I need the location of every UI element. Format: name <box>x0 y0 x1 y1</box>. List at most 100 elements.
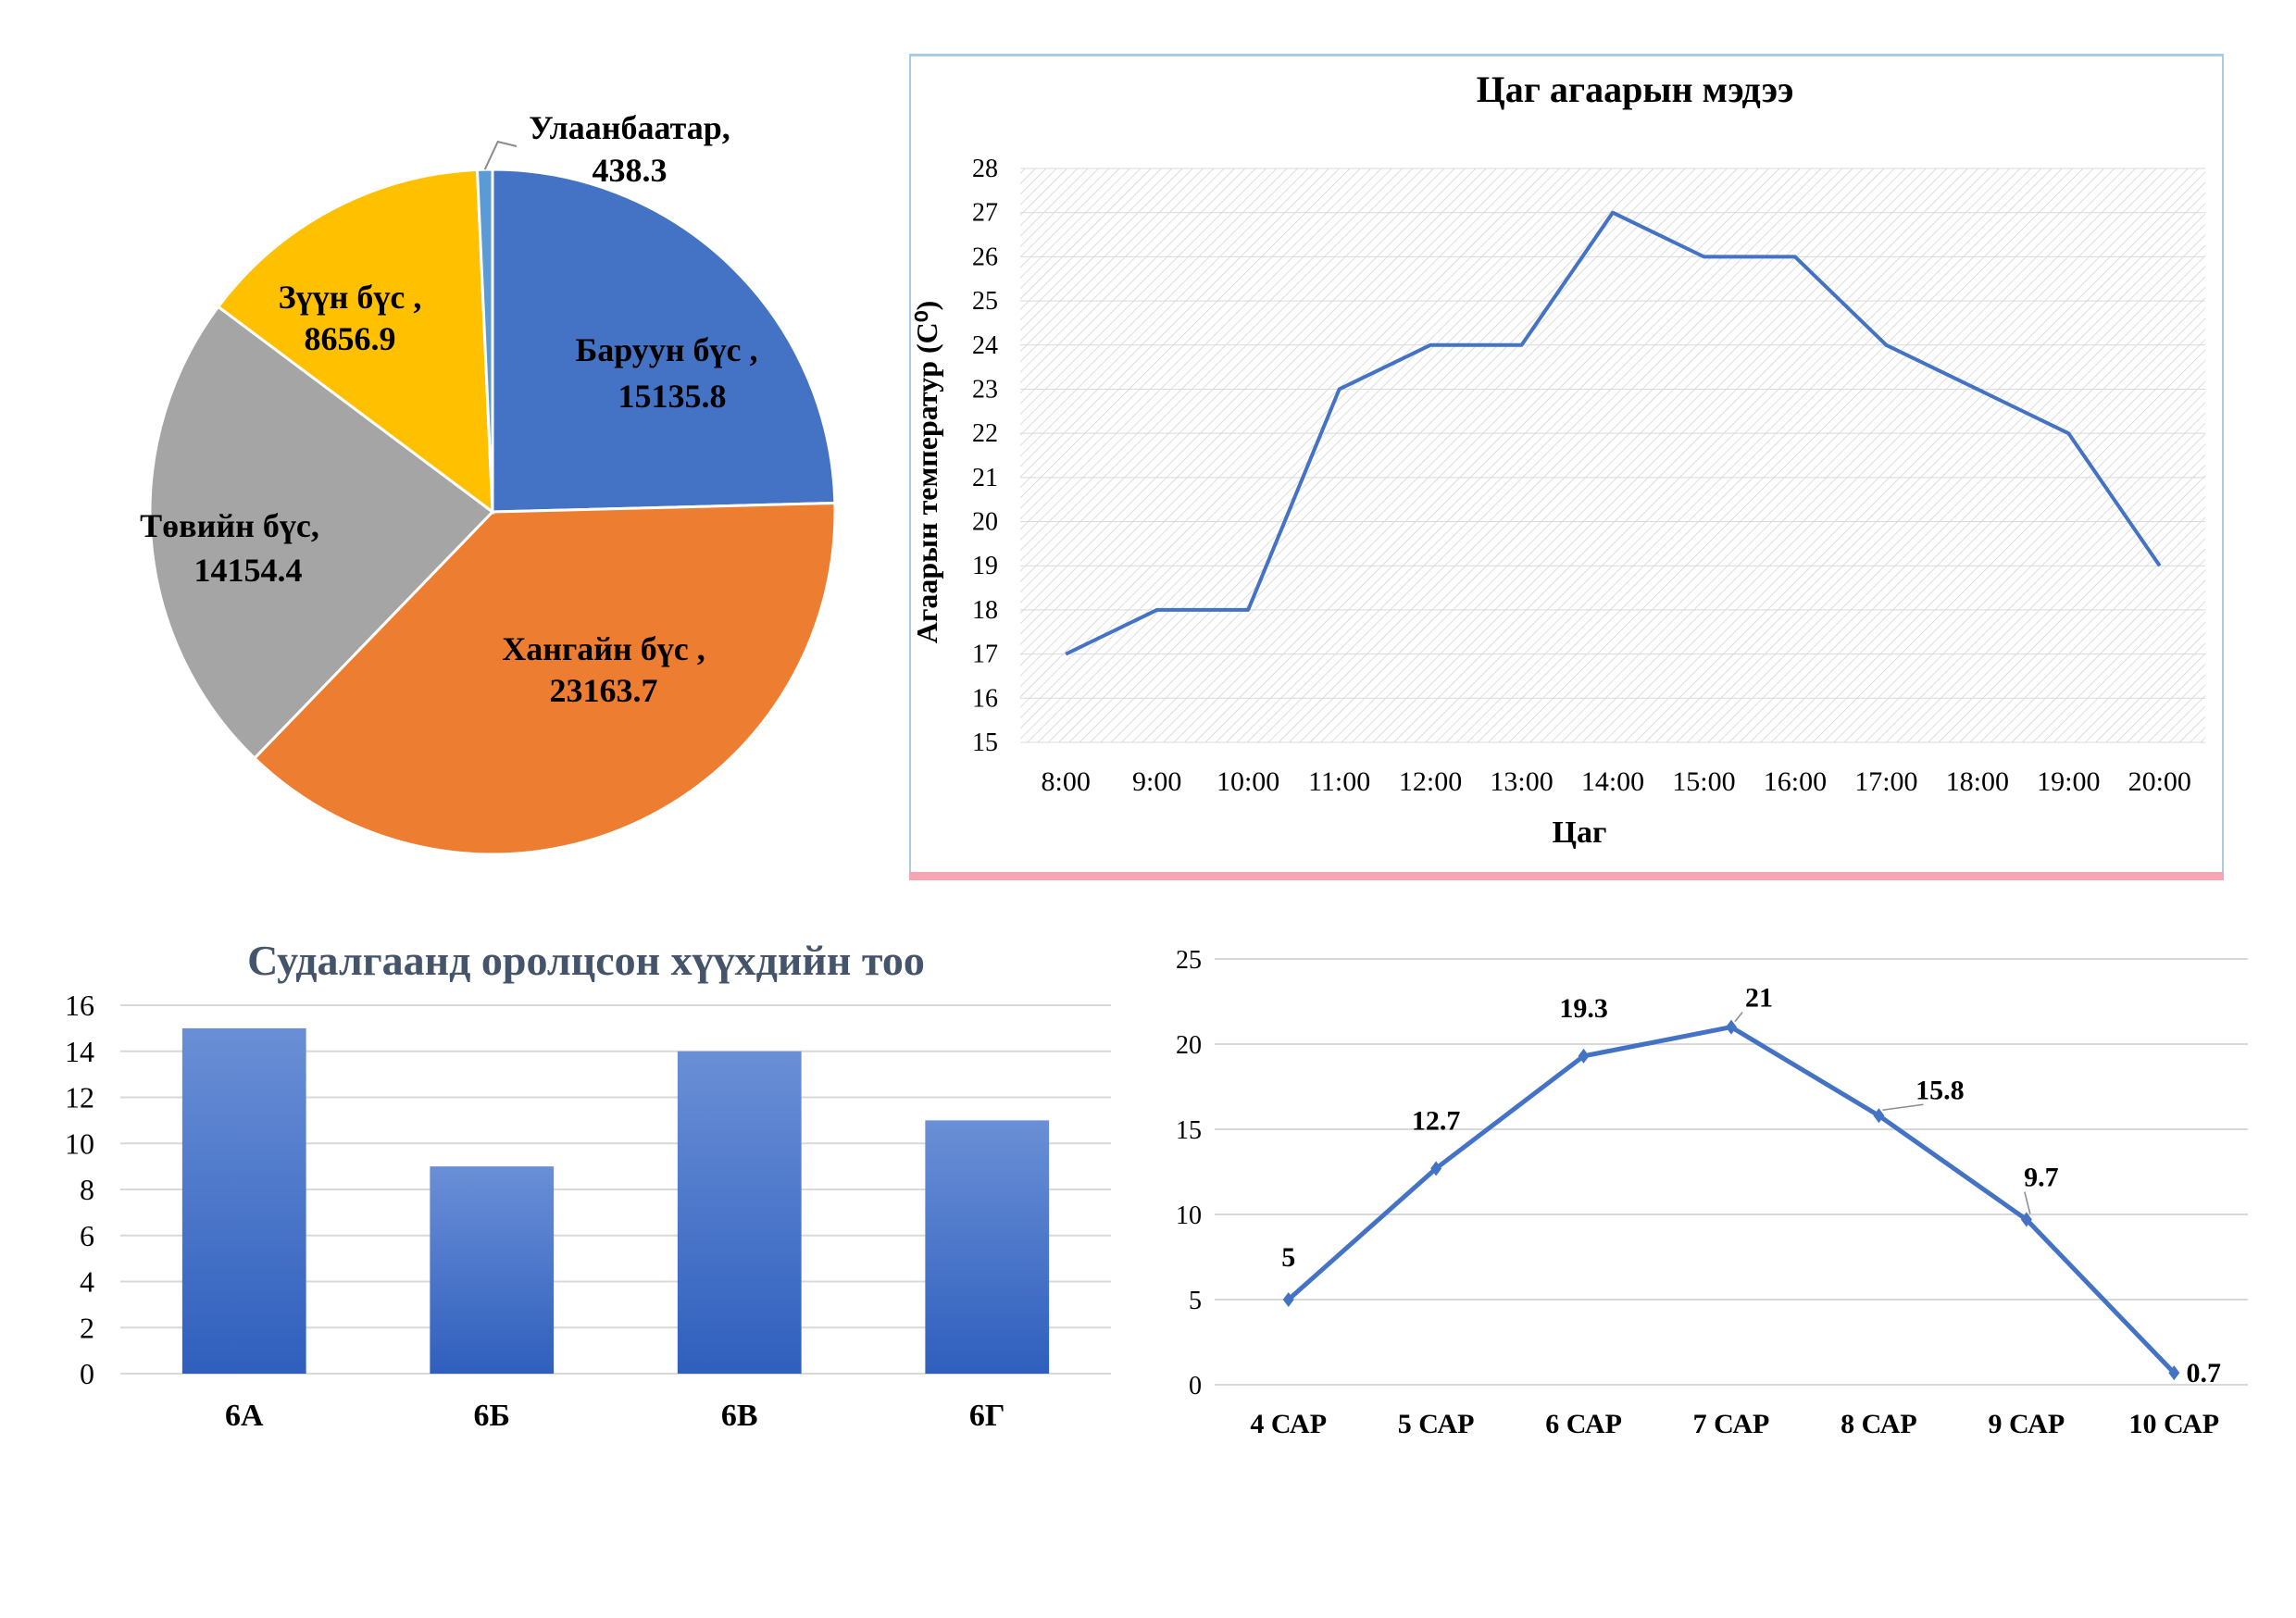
bar <box>430 1166 555 1374</box>
weather-chart-panel: Цаг агаарын мэдээ Агаарын температур (C⁰… <box>909 54 2224 881</box>
weather-y-tick: 26 <box>972 243 998 271</box>
pie-slice <box>491 168 837 514</box>
month-x-tick: 8 САР <box>1841 1409 1917 1439</box>
bar-y-tick: 14 <box>65 1035 94 1068</box>
pie-slice <box>252 501 837 856</box>
bar-y-tick: 10 <box>65 1126 94 1160</box>
pie-label-value: 438.3 <box>593 152 668 189</box>
month-data-marker <box>1282 1292 1294 1307</box>
bar-x-tick: 6А <box>225 1399 264 1433</box>
month-y-tick: 0 <box>1189 1372 1202 1400</box>
month-y-tick: 10 <box>1176 1201 1202 1230</box>
bar-chart-title: Судалгаанд оролцсон хүүхдийн тоо <box>247 937 925 984</box>
pie-slice <box>148 305 495 761</box>
weather-x-tick: 18:00 <box>1946 766 2009 797</box>
weather-y-tick: 18 <box>972 596 998 625</box>
weather-y-tick: 23 <box>972 375 998 404</box>
bar-chart: Судалгаанд оролцсон хүүхдийн тоо 0 2 4 6 8 10… <box>65 937 1111 1433</box>
pie-label-value: 14154.4 <box>194 552 303 589</box>
month-x-tick: 5 САР <box>1398 1409 1475 1439</box>
pie-chart-panel: Баруун бүс , 15135.8 Хангайн бүс , 23163.7 Т… <box>0 0 889 889</box>
weather-x-tick: 12:00 <box>1399 766 1462 797</box>
month-x-tick: 10 САР <box>2128 1409 2219 1439</box>
bar-chart-panel: Судалгаанд оролцсон хүүхдийн тоо 0 2 4 6 8 10… <box>0 907 1129 1462</box>
month-data-label: 19.3 <box>1559 993 1608 1024</box>
weather-y-tick: 22 <box>972 419 998 448</box>
pie-chart: Баруун бүс , 15135.8 Хангайн бүс , 23163.7 Т… <box>140 109 837 856</box>
month-label-leader <box>1882 1103 1924 1112</box>
weather-line-chart: Цаг агаарын мэдээ Агаарын температур (C⁰… <box>910 68 2205 850</box>
bar-y-tick: 16 <box>65 989 94 1022</box>
weather-y-tick: 27 <box>972 199 998 228</box>
month-y-tick: 25 <box>1176 946 1202 975</box>
pie-label-value: 8656.9 <box>305 320 396 357</box>
pie-slice <box>216 168 494 516</box>
month-x-tick: 6 САР <box>1545 1409 1622 1439</box>
weather-y-tick: 20 <box>972 508 998 537</box>
bar <box>181 1027 306 1374</box>
bar <box>677 1051 802 1374</box>
monthly-chart-panel: 0 5 10 15 20 25 4 САР 5 САР 6 САР 7 САР 8 САР 9 САР… <box>1148 926 2259 1462</box>
bar-x-tick: 6Г <box>969 1399 1005 1433</box>
month-y-tick: 20 <box>1176 1031 1202 1060</box>
weather-x-tick: 9:00 <box>1132 766 1181 797</box>
weather-x-tick: 15:00 <box>1672 766 1735 797</box>
weather-y-tick: 16 <box>972 684 998 713</box>
pie-label-name: Хангайн бүс , <box>502 630 705 667</box>
bar-y-tick: 2 <box>80 1311 94 1344</box>
month-data-marker <box>2168 1365 2180 1381</box>
month-y-tick: 15 <box>1176 1116 1202 1145</box>
weather-x-tick: 16:00 <box>1764 766 1827 797</box>
weather-x-tick: 13:00 <box>1490 766 1553 797</box>
weather-x-tick: 10:00 <box>1217 766 1279 797</box>
weather-chart-bottom-bar <box>909 872 2224 880</box>
month-data-marker <box>2020 1212 2032 1227</box>
weather-y-tick: 28 <box>972 155 998 183</box>
weather-y-tick: 24 <box>972 331 998 360</box>
weather-x-tick: 20:00 <box>2128 766 2191 797</box>
weather-y-axis-label: Агаарын температур (C⁰) <box>910 301 943 644</box>
pie-label-name: Баруун бүс , <box>575 331 757 368</box>
weather-x-tick: 17:00 <box>1854 766 1917 797</box>
pie-label-value: 23163.7 <box>550 672 658 709</box>
weather-x-tick: 8:00 <box>1042 766 1091 797</box>
bar-x-tick: 6В <box>721 1399 758 1433</box>
weather-y-tick: 21 <box>972 464 998 492</box>
weather-x-axis-label: Цаг <box>1553 815 1607 850</box>
month-data-label: 5 <box>1281 1242 1295 1273</box>
pie-leader-line <box>483 140 518 170</box>
month-data-marker <box>1430 1161 1442 1176</box>
weather-chart-frame <box>909 54 2224 875</box>
month-label-leader <box>2024 1191 2031 1214</box>
month-data-marker <box>1873 1108 1885 1124</box>
month-y-tick: 5 <box>1189 1287 1202 1315</box>
bar <box>925 1120 1050 1374</box>
weather-y-tick: 19 <box>972 552 998 580</box>
bar-y-tick: 6 <box>80 1219 94 1252</box>
weather-x-tick: 11:00 <box>1308 766 1370 797</box>
bar-y-tick: 8 <box>80 1173 94 1206</box>
month-x-tick: 9 САР <box>1989 1409 2065 1439</box>
bar-y-tick: 0 <box>80 1357 94 1390</box>
weather-chart-title: Цаг агаарын мэдээ <box>1477 68 1794 110</box>
pie-label-name: Зүүн бүс , <box>279 279 422 316</box>
month-x-tick: 4 САР <box>1250 1409 1327 1439</box>
month-data-label: 21 <box>1745 983 1773 1014</box>
weather-plot-area <box>1020 168 2205 742</box>
month-data-marker <box>1726 1019 1737 1035</box>
pie-label-name: Төвийн бүс, <box>140 507 319 544</box>
month-series-line <box>1287 1025 2177 1375</box>
weather-y-tick: 17 <box>972 641 998 669</box>
weather-x-tick: 19:00 <box>2037 766 2100 797</box>
monthly-line-chart: 0 5 10 15 20 25 4 САР 5 САР 6 САР 7 САР 8 САР 9 САР… <box>1176 946 2248 1439</box>
weather-y-tick: 15 <box>972 728 998 757</box>
weather-y-tick: 25 <box>972 287 998 316</box>
weather-x-tick: 14:00 <box>1581 766 1644 797</box>
pie-label-name: Улаанбаатар, <box>529 109 730 146</box>
bar-y-tick: 12 <box>65 1081 94 1114</box>
month-data-label: 12.7 <box>1412 1105 1461 1136</box>
month-data-label: 0.7 <box>2187 1358 2222 1388</box>
month-data-marker <box>1578 1048 1590 1064</box>
pie-label-value: 15135.8 <box>618 378 727 415</box>
month-x-tick: 7 САР <box>1693 1409 1770 1439</box>
